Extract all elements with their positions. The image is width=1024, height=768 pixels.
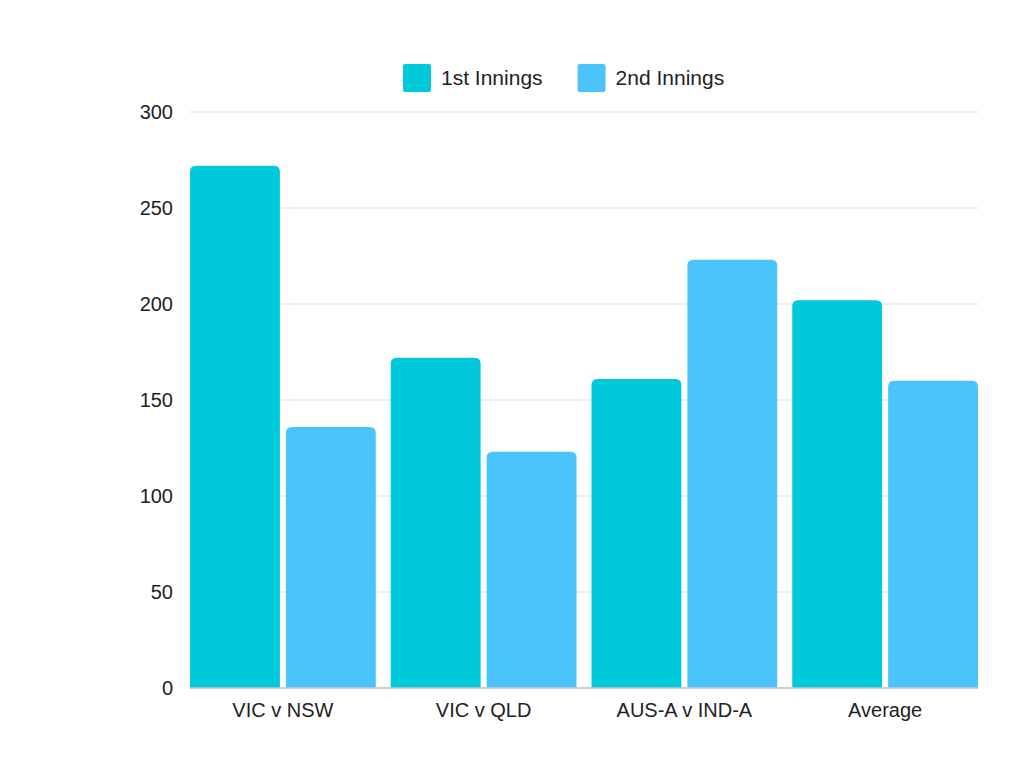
bar [190, 166, 280, 688]
grid-line [190, 208, 978, 209]
legend-swatch [403, 64, 431, 92]
y-tick-label: 0 [162, 677, 173, 699]
chart: 0 50 100 150 200 250 300 VIC v NSW VIC v QLD AUS-… [0, 0, 1024, 768]
y-tick-label: 100 [140, 485, 173, 507]
bar [888, 381, 978, 688]
legend: 1st Innings 2nd Innings [403, 64, 724, 92]
bar [687, 260, 777, 688]
legend-label: 2nd Innings [616, 66, 725, 89]
bar [391, 358, 481, 688]
grid-line [190, 112, 978, 113]
bar [592, 379, 682, 688]
grid-line [190, 688, 978, 689]
x-axis-line [190, 687, 978, 689]
y-tick-label: 200 [140, 293, 173, 315]
legend-label: 1st Innings [441, 66, 543, 89]
x-tick-label: VIC v NSW [232, 699, 333, 721]
legend-swatch [578, 64, 606, 92]
bar [286, 427, 376, 688]
x-tick-label: AUS-A v IND-A [617, 699, 753, 721]
y-tick-label: 150 [140, 389, 173, 411]
x-tick-label: Average [848, 699, 922, 721]
y-tick-label: 250 [140, 197, 173, 219]
bars [190, 166, 978, 688]
y-tick-label: 50 [151, 581, 173, 603]
bar [487, 452, 577, 688]
bar [792, 300, 882, 688]
x-tick-label: VIC v QLD [436, 699, 532, 721]
y-tick-label: 300 [140, 101, 173, 123]
